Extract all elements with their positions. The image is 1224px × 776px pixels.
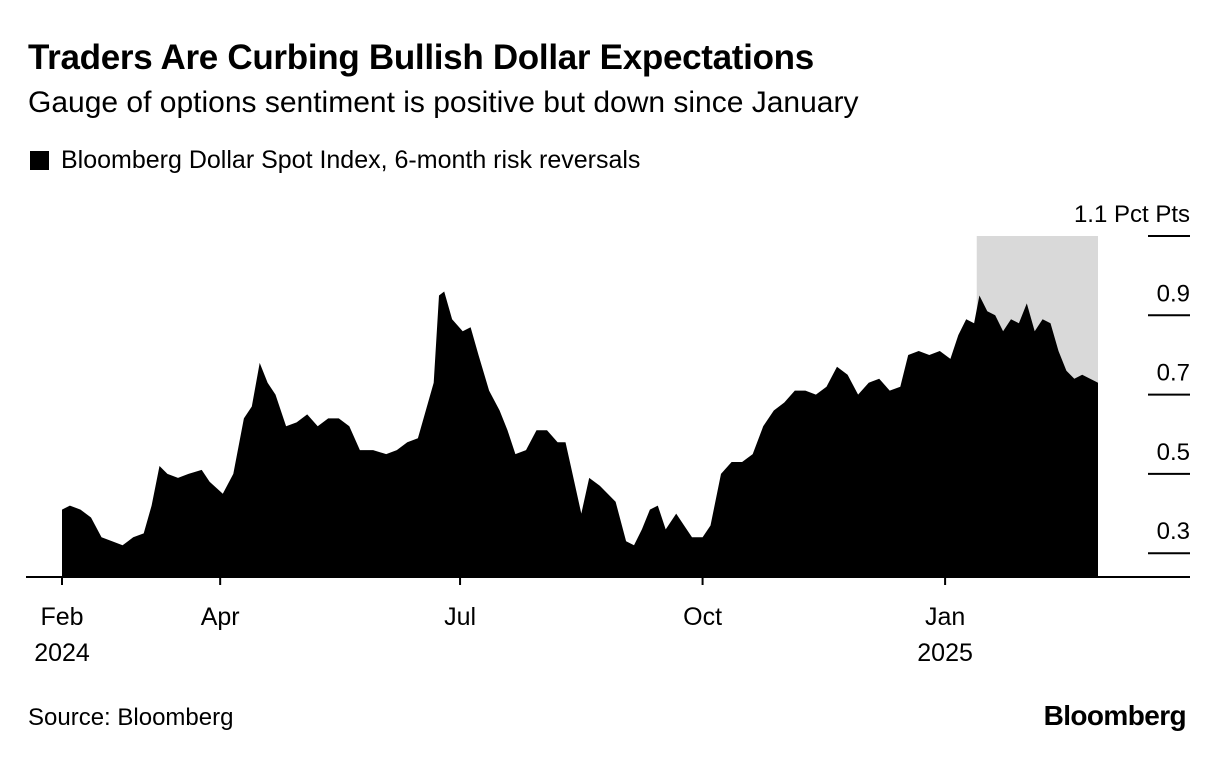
x-tick-label: Feb bbox=[40, 603, 83, 631]
x-tick-year-label: 2025 bbox=[917, 639, 973, 667]
source-note: Source: Bloomberg bbox=[28, 704, 234, 731]
x-tick-label: Apr bbox=[201, 603, 240, 631]
chart-subtitle: Gauge of options sentiment is positive b… bbox=[28, 86, 859, 119]
x-tick-label: Jan bbox=[925, 603, 965, 631]
legend-label: Bloomberg Dollar Spot Index, 6-month ris… bbox=[61, 146, 641, 174]
bloomberg-logo: Bloomberg bbox=[1043, 700, 1187, 731]
chart-title: Traders Are Curbing Bullish Dollar Expec… bbox=[28, 38, 814, 77]
x-tick-year-label: 2024 bbox=[34, 639, 90, 667]
legend: Bloomberg Dollar Spot Index, 6-month ris… bbox=[30, 146, 640, 175]
y-tick-label: 0.7 bbox=[1157, 360, 1190, 387]
series-area bbox=[62, 291, 1098, 577]
x-tick-label: Oct bbox=[683, 603, 722, 631]
y-tick-label: 1.1 Pct Pts bbox=[1074, 201, 1190, 228]
y-tick-label: 0.3 bbox=[1157, 518, 1190, 545]
y-tick-label: 0.5 bbox=[1157, 439, 1190, 466]
y-tick-label: 0.9 bbox=[1157, 280, 1190, 307]
x-tick-label: Jul bbox=[444, 603, 476, 631]
legend-swatch bbox=[30, 151, 49, 170]
